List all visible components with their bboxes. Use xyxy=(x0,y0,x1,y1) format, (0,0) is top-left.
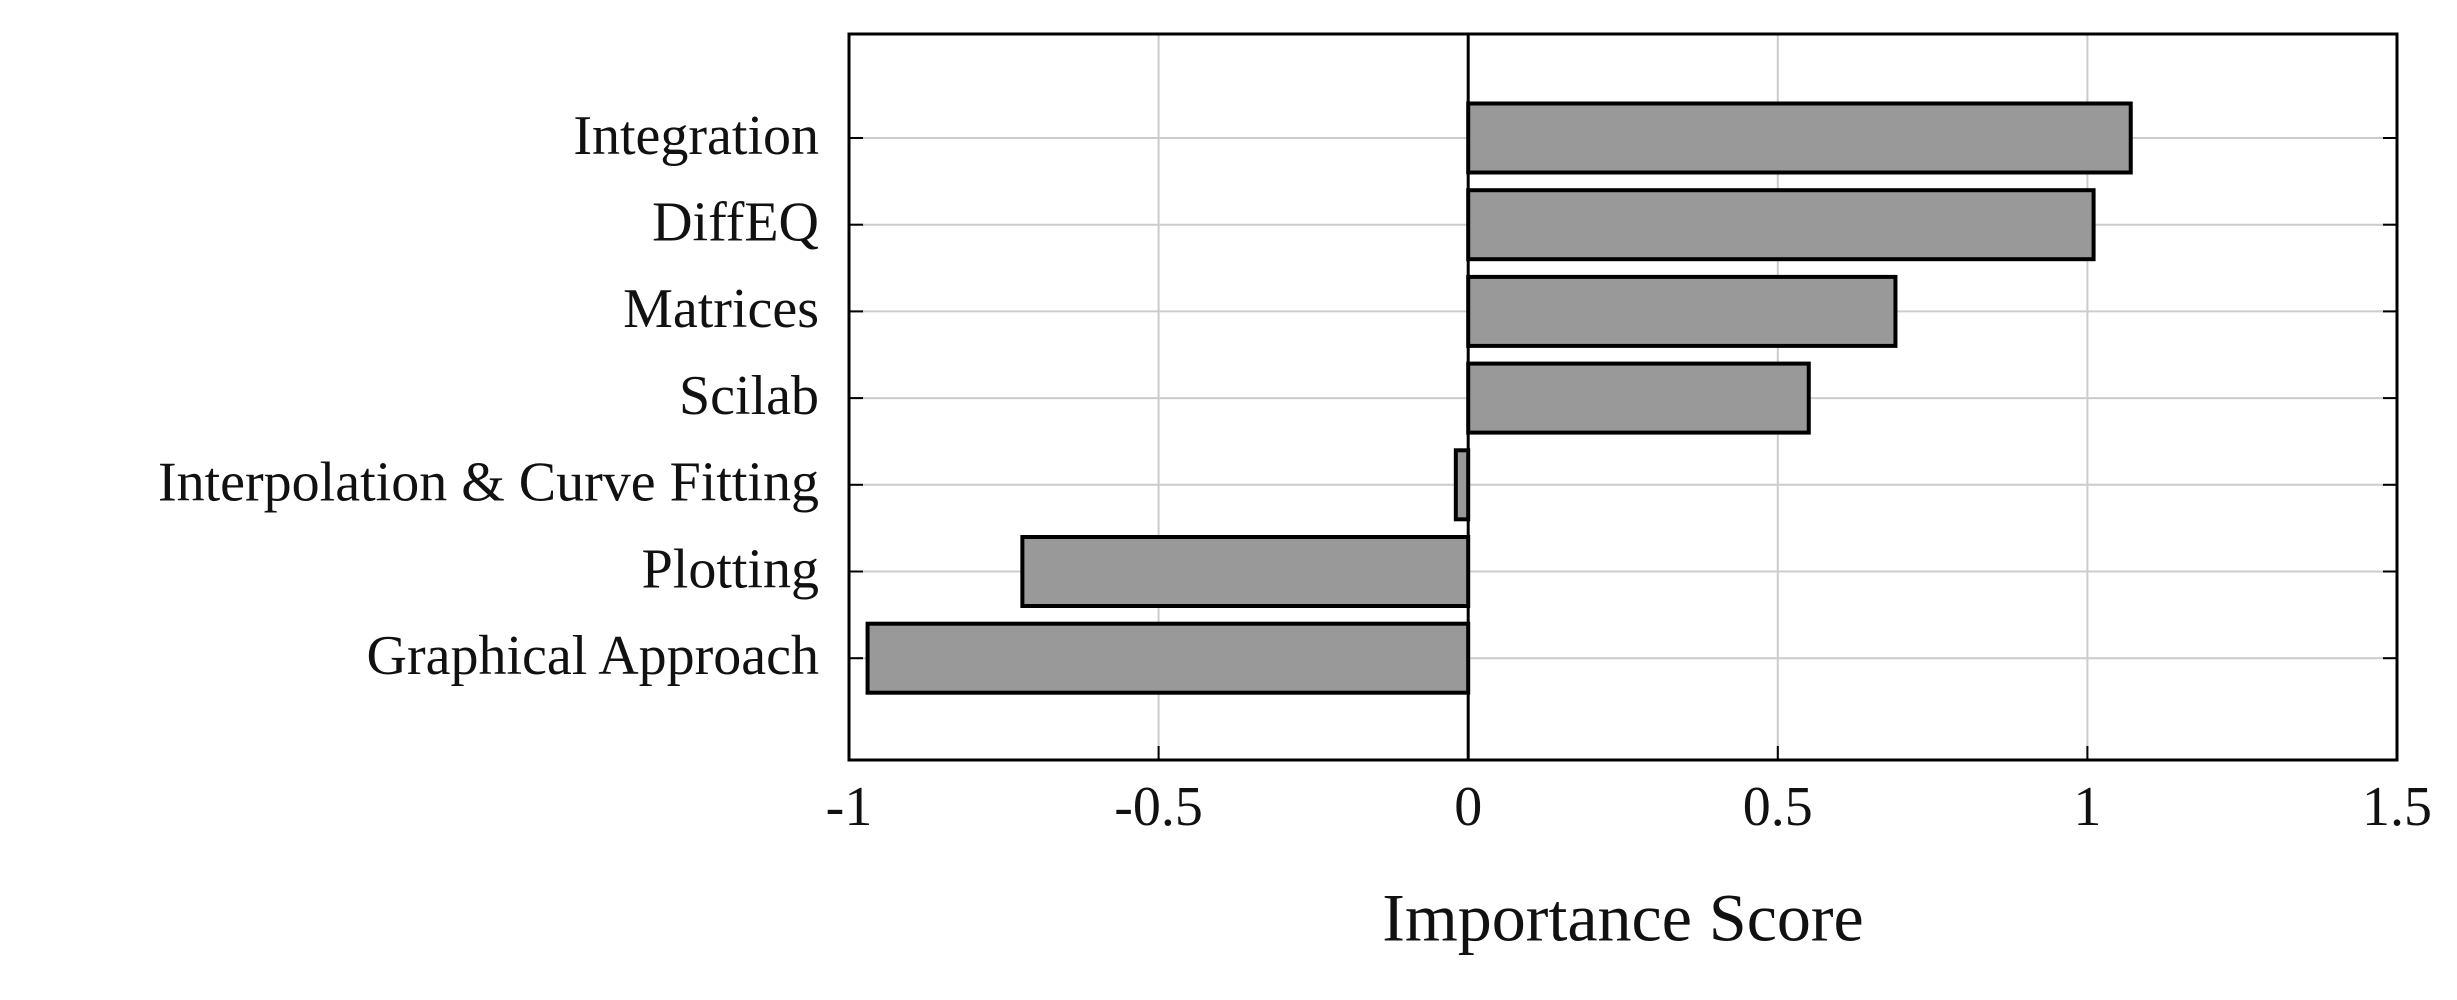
x-tick-label: 0.5 xyxy=(1743,776,1813,838)
y-tick-label: Plotting xyxy=(642,538,819,600)
x-tick-label: 0 xyxy=(1454,776,1482,838)
bar xyxy=(1466,361,1811,435)
bar xyxy=(1453,448,1471,522)
y-tick-label: Interpolation & Curve Fitting xyxy=(158,452,819,514)
y-tick-label: DiffEQ xyxy=(652,192,819,254)
y-tick-label: Integration xyxy=(573,105,819,167)
bar xyxy=(1466,188,2096,262)
bar xyxy=(1466,274,1898,348)
y-tick-label: Graphical Approach xyxy=(367,625,819,687)
y-tick-label: Matrices xyxy=(623,278,819,340)
x-axis-title: Importance Score xyxy=(1382,880,1863,956)
x-tick-label: -0.5 xyxy=(1114,776,1203,838)
y-tick-label: Scilab xyxy=(679,365,819,427)
bar xyxy=(865,621,1471,695)
x-tick-label: 1 xyxy=(2073,776,2101,838)
x-tick-label: -1 xyxy=(826,776,873,838)
x-tick-label: 1.5 xyxy=(2362,776,2432,838)
plot-frame xyxy=(847,32,2399,762)
bar xyxy=(1020,535,1471,608)
bar xyxy=(1466,101,2133,175)
